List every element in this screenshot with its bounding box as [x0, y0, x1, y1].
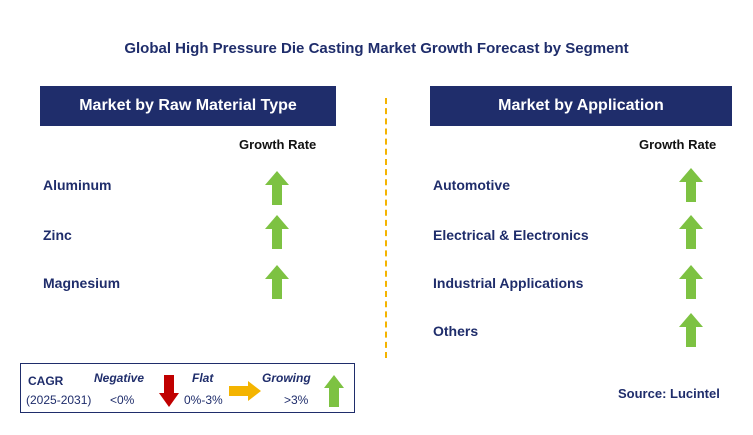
legend-growing-range: >3%	[284, 393, 309, 407]
row-label-automotive: Automotive	[433, 177, 510, 193]
row-label-electrical-electronics: Electrical & Electronics	[433, 227, 589, 243]
arrow-up-icon	[264, 264, 290, 305]
arrow-up-icon	[264, 170, 290, 211]
legend-period: (2025-2031)	[26, 393, 92, 407]
row-label-industrial-applications: Industrial Applications	[433, 275, 584, 291]
left-panel-header: Market by Raw Material Type	[40, 86, 336, 126]
arrow-right-icon	[228, 380, 262, 407]
legend-cagr-label: CAGR	[28, 374, 64, 388]
row-label-magnesium: Magnesium	[43, 275, 121, 291]
legend-growing-label: Growing	[262, 371, 311, 385]
row-label-others: Others	[433, 323, 479, 339]
source-note: Source: Lucintel	[618, 386, 720, 401]
arrow-down-icon	[158, 374, 180, 413]
legend-flat-range: 0%-3%	[184, 393, 223, 407]
page-title: Global High Pressure Die Casting Market …	[124, 40, 629, 57]
center-divider	[385, 98, 387, 358]
arrow-up-icon	[678, 312, 704, 353]
legend-negative-label: Negative	[94, 371, 145, 385]
left-growth-rate-label: Growth Rate	[239, 137, 317, 152]
arrow-up-icon	[264, 214, 290, 255]
arrow-up-icon	[678, 264, 704, 305]
arrow-up-icon	[678, 214, 704, 255]
arrow-up-icon	[678, 167, 704, 208]
row-label-zinc: Zinc	[43, 227, 72, 243]
legend-box	[20, 363, 355, 413]
right-panel-header: Market by Application	[430, 86, 732, 126]
legend-negative-range: <0%	[110, 393, 135, 407]
arrow-up-icon	[323, 374, 345, 413]
right-growth-rate-label: Growth Rate	[639, 137, 717, 152]
row-label-aluminum: Aluminum	[43, 177, 112, 193]
legend-flat-label: Flat	[192, 371, 214, 385]
